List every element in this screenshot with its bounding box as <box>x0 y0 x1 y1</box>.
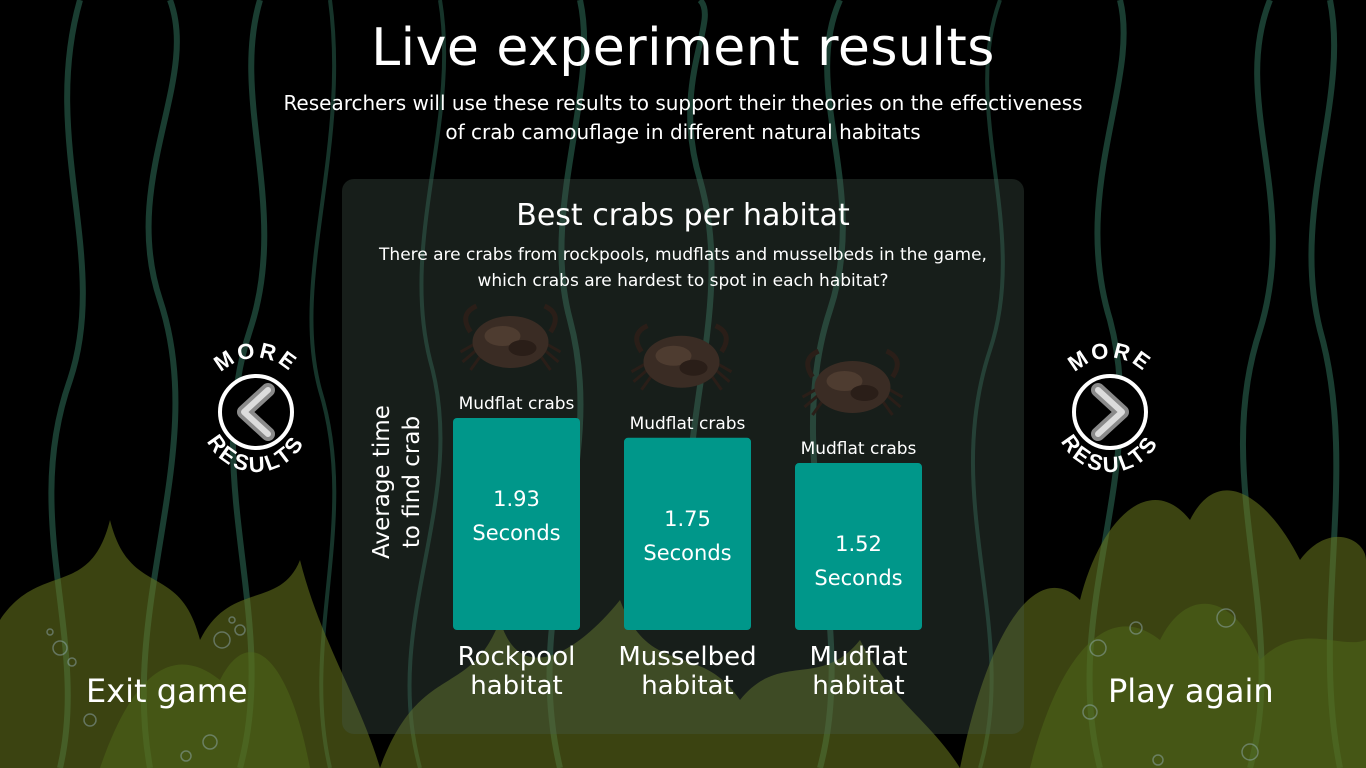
bar-value-label: 1.75 <box>664 507 711 531</box>
bar-crab-label: Mudflat crabs <box>459 394 575 414</box>
bar-crab-label: Mudflat crabs <box>801 439 917 459</box>
prev-nav-label-top: MORE <box>209 340 303 376</box>
chevron-left-icon <box>218 374 294 450</box>
y-axis-label-line-1: Average time <box>369 405 395 559</box>
crab-image <box>459 303 562 371</box>
chart-y-axis-label: Average time to find crab <box>367 382 427 582</box>
bar <box>453 418 580 630</box>
category-label: habitat <box>641 671 733 701</box>
category-label: Musselbed <box>618 642 756 672</box>
category-label: habitat <box>812 671 904 701</box>
bar-unit-label: Seconds <box>814 566 902 590</box>
chevron-right-icon <box>1072 374 1148 450</box>
crab-image <box>801 348 904 416</box>
bar-crab-label: Mudflat crabs <box>630 414 746 434</box>
category-label: Rockpool <box>458 642 576 672</box>
panel-description: There are crabs from rockpools, mudflats… <box>379 245 987 291</box>
category-label: Mudflat <box>810 642 908 672</box>
bar-unit-label: Seconds <box>472 521 560 545</box>
bar-value-label: 1.93 <box>493 487 540 511</box>
page-title: Live experiment results <box>371 18 995 78</box>
category-label: habitat <box>470 671 562 701</box>
bar-value-label: 1.52 <box>835 532 882 556</box>
next-nav-label-top: MORE <box>1063 340 1157 376</box>
panel-title: Best crabs per habitat <box>516 198 850 233</box>
page-subtitle: Researchers will use these results to su… <box>283 91 1083 144</box>
bar <box>795 463 922 630</box>
bar <box>624 437 751 630</box>
crab-image <box>630 323 733 391</box>
bar-unit-label: Seconds <box>643 541 731 565</box>
more-results-next-button[interactable]: MORE RESULTS <box>1040 340 1180 480</box>
play-again-button[interactable]: Play again <box>1108 672 1274 710</box>
y-axis-label-line-2: to find crab <box>399 415 425 549</box>
more-results-prev-button[interactable]: MORE RESULTS <box>186 340 326 480</box>
exit-game-button[interactable]: Exit game <box>86 672 248 710</box>
